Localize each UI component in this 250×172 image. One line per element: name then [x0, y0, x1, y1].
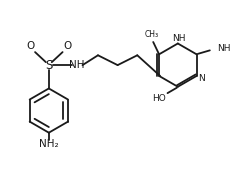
Text: N: N [198, 74, 205, 83]
Text: O: O [64, 41, 72, 51]
Text: HO: HO [152, 94, 166, 103]
Text: NH₂: NH₂ [39, 139, 59, 149]
Text: NH: NH [172, 34, 186, 43]
Text: NH: NH [69, 60, 85, 70]
Text: S: S [45, 59, 52, 72]
Text: O: O [26, 41, 34, 51]
Text: NH: NH [217, 44, 231, 53]
Text: CH₃: CH₃ [145, 30, 159, 39]
